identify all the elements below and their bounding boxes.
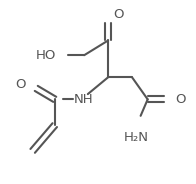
Text: H₂N: H₂N — [124, 131, 149, 144]
Text: O: O — [114, 8, 124, 21]
Text: O: O — [16, 78, 26, 91]
Text: HO: HO — [35, 49, 56, 62]
Text: NH: NH — [74, 93, 93, 106]
Text: O: O — [175, 93, 186, 106]
